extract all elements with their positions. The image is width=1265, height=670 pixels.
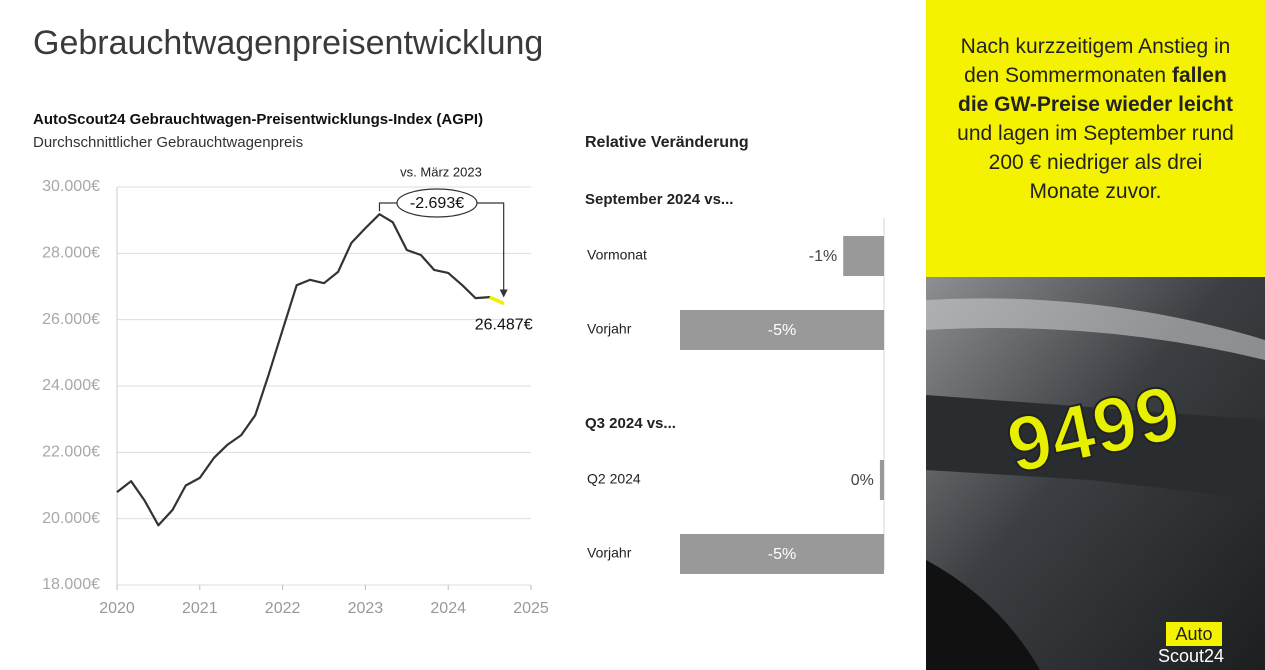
highlight-segment (488, 295, 505, 306)
y-tick-label: 20.000€ (42, 510, 100, 527)
y-tick-label: 18.000€ (42, 576, 100, 593)
page-title: Gebrauchtwagenpreisentwicklung (33, 24, 543, 62)
photo-windshield (926, 395, 1265, 500)
line-chart-subtitle: Durchschnittlicher Gebrauchtwagenpreis (33, 134, 303, 151)
annotation-change: -2.693€ (410, 195, 464, 212)
x-tick-label: 2024 (430, 600, 466, 617)
group-title: Q3 2024 vs... (585, 415, 676, 432)
price-line (116, 213, 505, 527)
sidebar: Nach kurzzeitigem Anstieg in den Sommerm… (926, 0, 1265, 277)
value-label: -1% (809, 248, 837, 265)
bar (680, 310, 884, 350)
category-label: Vorjahr (587, 545, 632, 561)
annotation-reference: vs. März 2023 (400, 164, 482, 179)
category-label: Vormonat (587, 247, 647, 263)
y-tick-label: 28.000€ (42, 245, 100, 262)
y-tick-label: 26.000€ (42, 311, 100, 328)
category-label: Vorjahr (587, 321, 632, 337)
bar (680, 534, 884, 574)
x-tick-label: 2023 (348, 600, 384, 617)
x-tick-label: 2021 (182, 600, 218, 617)
sidebar-text: und lagen im September rund 200 € niedri… (957, 122, 1234, 203)
photo-reflection (926, 298, 1265, 360)
annotation-ellipse (396, 188, 478, 218)
line-chart-title: AutoScout24 Gebrauchtwagen-Preisentwickl… (33, 111, 483, 128)
bar (843, 236, 884, 276)
logo-box (1166, 622, 1222, 646)
photo-pillar (926, 560, 1040, 670)
annotation-bracket (378, 202, 505, 292)
sidebar-bold: fallen die GW-Preise wieder leicht (958, 64, 1233, 116)
y-tick-label: 24.000€ (42, 377, 100, 394)
annotation-arrow (499, 289, 508, 298)
logo-line2: Scout24 (1158, 646, 1224, 666)
bar-chart-title: Relative Veränderung (585, 134, 749, 151)
bar (879, 460, 884, 500)
group-title: September 2024 vs... (585, 191, 733, 208)
y-tick-label: 22.000€ (42, 444, 100, 461)
last-value-label: 26.487€ (475, 317, 533, 334)
x-tick-label: 2020 (99, 600, 135, 617)
value-label: 0% (851, 472, 874, 489)
sidebar-text: Nach kurzzeitigem Anstieg in den Sommerm… (960, 35, 1231, 87)
value-label: -5% (768, 322, 796, 339)
logo-line1: Auto (1175, 624, 1212, 644)
y-tick-label: 30.000€ (42, 178, 100, 195)
photo: 9499 Auto Scout24 (926, 277, 1265, 670)
value-label: -5% (768, 546, 796, 563)
x-tick-label: 2022 (265, 600, 301, 617)
category-label: Q2 2024 (587, 471, 641, 487)
x-tick-label: 2025 (513, 600, 549, 617)
